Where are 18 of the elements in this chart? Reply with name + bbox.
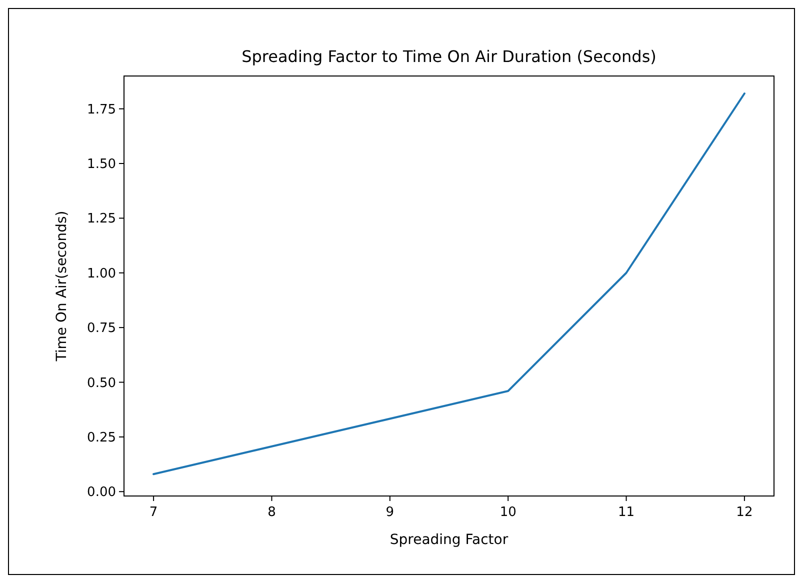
y-tick-label: 0.50	[87, 376, 116, 391]
y-tick-label: 1.50	[87, 157, 116, 172]
y-tick-label: 0.75	[87, 321, 116, 336]
y-tick-label: 1.00	[87, 266, 116, 282]
x-tick-label: 11	[618, 505, 635, 520]
y-tick-label: 1.75	[87, 102, 116, 118]
x-tick-label: 12	[736, 505, 753, 520]
x-tick-label: 7	[149, 505, 158, 520]
x-axis-title: Spreading Factor	[390, 532, 508, 548]
x-tick-label: 8	[268, 505, 276, 520]
y-tick-label: 0.25	[87, 430, 116, 446]
line-series	[152, 92, 746, 476]
x-tick-label: 10	[500, 505, 516, 520]
y-tick-label: 0.00	[87, 485, 116, 500]
y-axis-title: Time On Air(seconds)	[54, 210, 70, 362]
x-tick-label: 9	[386, 505, 394, 520]
y-tick-label: 1.25	[87, 212, 116, 227]
chart-title: Spreading Factor to Time On Air Duration (Seconds)	[242, 47, 656, 66]
